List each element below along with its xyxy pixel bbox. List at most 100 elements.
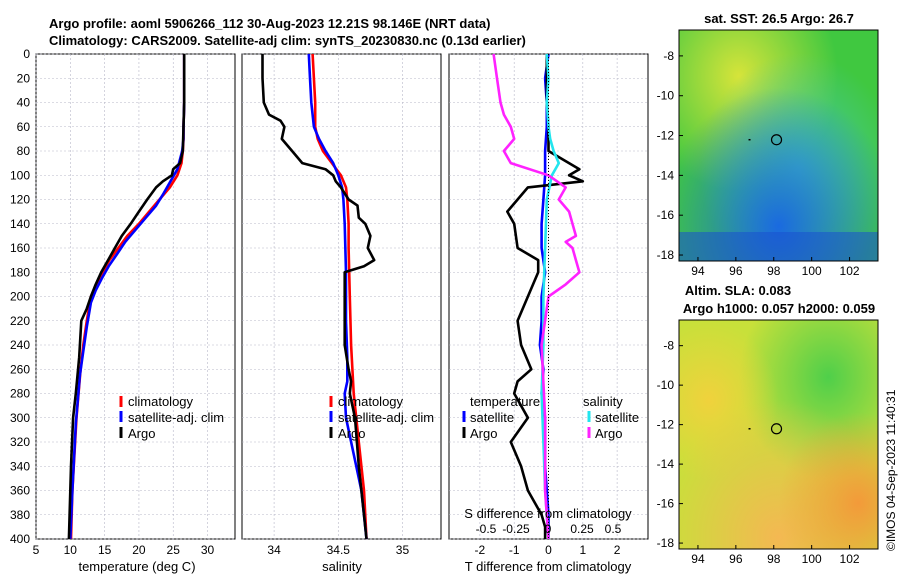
series-line-argo <box>261 54 376 540</box>
x-tick-label: 15 <box>98 543 112 557</box>
depth-tick-label: 100 <box>10 168 30 182</box>
x-tick-label: 2 <box>614 543 621 557</box>
depth-tick-label: 40 <box>17 96 31 110</box>
imos-timestamp: ©IMOS 04-Sep-2023 11:40:31 <box>884 389 898 551</box>
depth-tick-label: 240 <box>10 338 30 352</box>
s-tick-label: 0 <box>545 522 552 536</box>
sla-map-title-line1: Altim. SLA: 0.083 <box>685 283 791 298</box>
map-lat-label: -18 <box>657 536 675 550</box>
map-lat-label: -12 <box>657 418 675 432</box>
depth-tick-label: 360 <box>10 484 30 498</box>
s-tick-label: -0.25 <box>502 522 530 536</box>
sla-map-title-line2: Argo h1000: 0.057 h2000: 0.059 <box>683 301 875 316</box>
s-tick-label: 0.5 <box>605 522 622 536</box>
depth-tick-label: 160 <box>10 241 30 255</box>
legend-label-sal-satellite: satellite <box>595 410 639 425</box>
temperature-axis-label: temperature (deg C) <box>78 559 195 574</box>
salinity-legend: climatology satellite-adj. clim Argo <box>329 394 434 441</box>
map-lon-label: 100 <box>802 264 822 278</box>
map-lon-label: 96 <box>729 264 743 278</box>
map-lon-label: 94 <box>691 552 705 566</box>
sst-map-title: sat. SST: 26.5 Argo: 26.7 <box>704 11 854 26</box>
temperature-legend: climatology satellite-adj. clim Argo <box>119 394 224 441</box>
depth-tick-label: 300 <box>10 411 30 425</box>
map-lon-label: 102 <box>840 264 860 278</box>
s-difference-axis-label: S difference from climatology <box>464 506 632 521</box>
map-lon-label: 96 <box>729 552 743 566</box>
legend-label-argo: Argo <box>338 426 365 441</box>
map-lat-label: -16 <box>657 208 675 222</box>
legend-title-temperature: temperature <box>470 394 540 409</box>
series-line-climatology <box>311 53 368 540</box>
sst-cold-band <box>679 232 878 261</box>
depth-tick-label: 380 <box>10 508 30 522</box>
legend-label-climatology: climatology <box>338 394 404 409</box>
salinity-axis-label: salinity <box>322 559 362 574</box>
depth-tick-label: 0 <box>23 47 30 61</box>
depth-tick-label: 20 <box>17 71 31 85</box>
x-tick-label: 25 <box>167 543 181 557</box>
map-lon-label: 94 <box>691 264 705 278</box>
map-lat-label: -10 <box>657 378 675 392</box>
map-lon-label: 102 <box>840 552 860 566</box>
legend-label-argo: Argo <box>128 426 155 441</box>
sla-map <box>678 319 879 550</box>
depth-tick-label: 60 <box>17 120 31 134</box>
x-tick-label: 34 <box>267 543 281 557</box>
figure-title-line1: Argo profile: aoml 5906266_112 30-Aug-20… <box>49 16 490 31</box>
sst-cool-patch <box>679 30 878 261</box>
figure-title-line2: Climatology: CARS2009. Satellite-adj cli… <box>49 33 526 48</box>
legend-label-satellite: satellite-adj. clim <box>128 410 224 425</box>
depth-tick-label: 140 <box>10 217 30 231</box>
series-line-salinity-argo <box>492 53 581 540</box>
sst-map-frame <box>678 29 879 262</box>
legend-title-salinity: salinity <box>583 394 623 409</box>
sla-peak-patch <box>679 320 878 549</box>
map-lon-label: 98 <box>767 552 781 566</box>
x-tick-label: 1 <box>579 543 586 557</box>
argo-position-marker <box>770 423 783 435</box>
depth-tick-label: 320 <box>10 435 30 449</box>
depth-tick-label: 280 <box>10 387 30 401</box>
legend-label-temp-satellite: satellite <box>470 410 514 425</box>
depth-tick-label: 120 <box>10 193 30 207</box>
x-tick-label: 20 <box>132 543 146 557</box>
depth-tick-label: 180 <box>10 265 30 279</box>
map-lat-label: -14 <box>657 457 675 471</box>
t-difference-axis-label: T difference from climatology <box>465 559 632 574</box>
x-tick-label: -1 <box>509 543 520 557</box>
depth-tick-label: 220 <box>10 314 30 328</box>
depth-tick-label: 80 <box>17 144 31 158</box>
s-tick-label: 0.25 <box>570 522 594 536</box>
series-line-argo <box>67 54 186 540</box>
argo-position-marker <box>770 134 783 146</box>
depth-tick-label: 260 <box>10 362 30 376</box>
series-line-temperature-argo <box>505 54 585 539</box>
sla-map-frame <box>678 319 879 550</box>
x-tick-label: 0 <box>545 543 552 557</box>
map-lat-label: -16 <box>657 497 675 511</box>
sst-map <box>678 29 879 262</box>
depth-tick-label: 400 <box>10 532 30 546</box>
x-tick-label: 34.5 <box>327 543 351 557</box>
x-tick-label: 5 <box>33 543 40 557</box>
x-tick-label: 10 <box>64 543 78 557</box>
map-lat-label: -18 <box>657 248 675 262</box>
map-lat-label: -10 <box>657 89 675 103</box>
map-lat-label: -8 <box>663 49 674 63</box>
map-lat-label: -14 <box>657 168 675 182</box>
difference-legend: temperature salinity satellite Argo sate… <box>462 394 639 441</box>
x-tick-label: -2 <box>475 543 486 557</box>
s-tick-label: -0.5 <box>476 522 497 536</box>
legend-label-sal-argo: Argo <box>595 426 622 441</box>
x-tick-label: 35 <box>396 543 410 557</box>
legend-label-satellite: satellite-adj. clim <box>338 410 434 425</box>
map-lat-label: -12 <box>657 129 675 143</box>
legend-label-temp-argo: Argo <box>470 426 497 441</box>
map-lon-label: 98 <box>767 264 781 278</box>
map-lat-label: -8 <box>663 339 674 353</box>
series-line-satellite-adj-clim <box>307 53 368 540</box>
depth-tick-label: 200 <box>10 290 30 304</box>
map-lon-label: 100 <box>802 552 822 566</box>
